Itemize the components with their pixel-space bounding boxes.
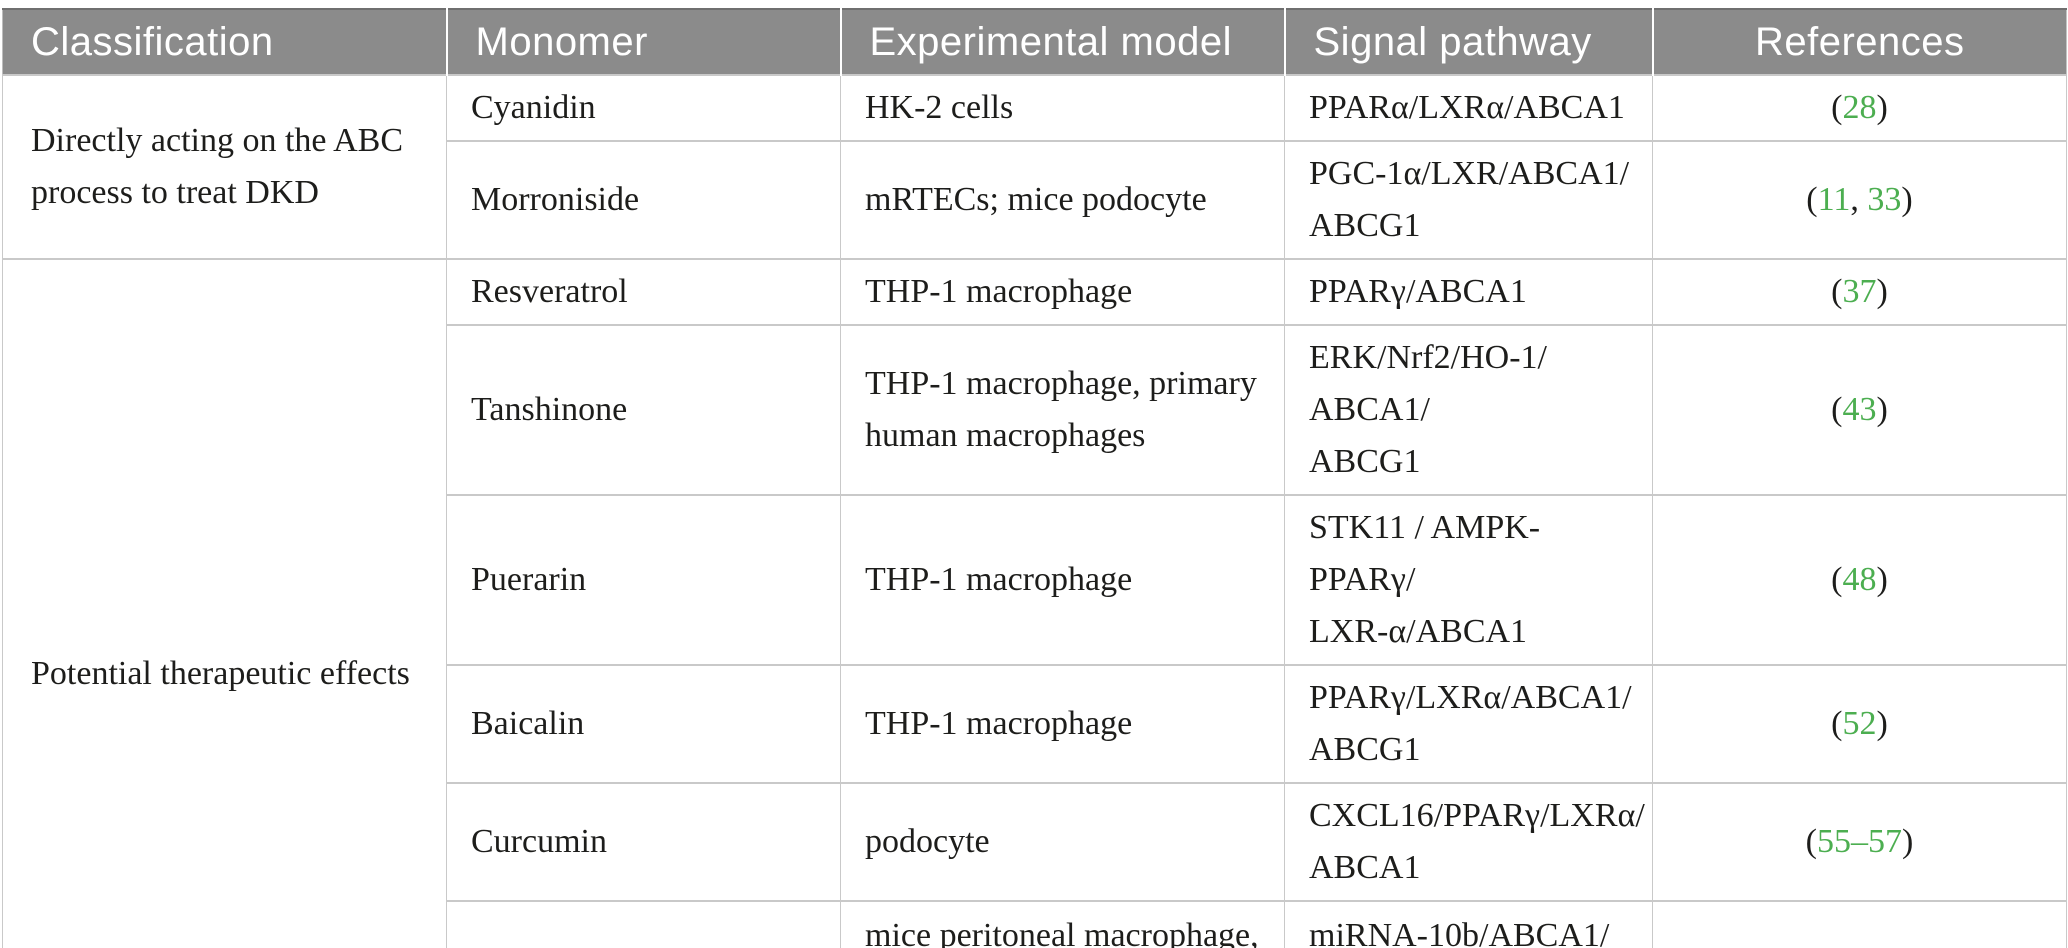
model-cell: THP-1 macrophage [840,664,1285,784]
reference-cell: (55–57) [1652,782,2067,902]
col-header-signal-pathway: Signal pathway [1284,8,1654,76]
pathway-cell: PPARα/LXRα/ABCA1 [1284,74,1653,142]
reference-text: ) [1876,89,1888,126]
table-body: Directly acting on the ABC process to tr… [2,74,2067,948]
col-header-experimental-model: Experimental model [840,8,1286,76]
pathway-cell: PPARγ/ABCA1 [1284,258,1653,326]
reference-link[interactable]: 61 [1868,943,1902,948]
reference-link[interactable]: 11 [1817,181,1851,218]
reference-link[interactable]: 33 [1867,181,1902,218]
classification-cell: Directly acting on the ABC process to tr… [2,74,447,260]
model-cell: mRTECs; mice podocyte [840,140,1285,260]
table-row: Directly acting on the ABC process to tr… [2,74,2067,260]
model-cell: THP-1 macrophage [840,258,1285,326]
reference-text: , [1851,943,1868,948]
reference-text: ( [1831,561,1843,598]
monomer-cell: Cyanidin [446,74,841,142]
table-row: Morroniside mRTECs; mice podocyte PGC-1α/L… [3,140,2067,260]
reference-text: ( [1806,181,1818,218]
pathway-cell: ERK/Nrf2/HO-1/ ABCA1/ ABCG1 [1284,324,1653,496]
model-cell: THP-1 macrophage, primary human macropha… [840,324,1285,496]
model-cell: podocyte [840,782,1285,902]
model-cell: THP-1 macrophage [840,494,1285,666]
model-cell: HK-2 cells [840,74,1285,142]
reference-cell: (11, 33) [1652,140,2067,260]
model-cell: mice peritoneal macrophage, THP-1 macrop… [840,900,1285,948]
reference-link[interactable]: 28 [1842,89,1877,126]
monomer-cell: Morroniside [446,140,841,260]
reference-text: ( [1831,705,1843,742]
pathway-cell: miRNA-10b/ABCA1/ ABCG1 [1284,900,1653,948]
pathway-cell: PGC-1α/LXR/ABCA1/ ABCG1 [1284,140,1653,260]
table-row: Baicalin THP-1 macrophage PPARγ/LXRα/ABCA1… [3,664,2067,784]
reference-text: ) [1876,561,1888,598]
reference-link[interactable]: 43 [1842,391,1877,428]
monomer-cell: Tanshinone [446,324,841,496]
classification-cell: Potential therapeutic effects [2,258,447,948]
reference-cell: (37) [1652,258,2067,326]
reference-text: , [1850,181,1868,218]
col-header-monomer: Monomer [446,8,842,76]
reference-link[interactable]: 60 [1817,943,1851,948]
monomer-cell: Resveratrol [446,258,841,326]
pathway-cell: CXCL16/PPARγ/LXRα/ ABCA1 [1284,782,1653,902]
monomer-cell: Puerarin [446,494,841,666]
col-header-classification: Classification [2,8,448,76]
pathway-cell: STK11 / AMPK-PPARγ/ LXR-α/ABCA1 [1284,494,1653,666]
reference-link[interactable]: 37 [1842,273,1877,310]
table-row: Curcumin podocyte CXCL16/PPARγ/LXRα/ ABCA1… [3,782,2067,902]
reference-text: ( [1805,823,1817,860]
reference-link[interactable]: 48 [1842,561,1877,598]
monomer-cell: Protocatechuic acid [446,900,841,948]
reference-cell: (28) [1652,74,2067,142]
reference-text: ( [1831,89,1843,126]
table-row: Tanshinone THP-1 macrophage, primary huma… [3,324,2067,496]
col-header-references: References [1652,8,2067,76]
reference-cell: (43) [1652,324,2067,496]
reference-cell: (48) [1652,494,2067,666]
pathway-cell: PPARγ/LXRα/ABCA1/ ABCG1 [1284,664,1653,784]
reference-text: ) [1902,823,1914,860]
reference-cell: (52) [1652,664,2067,784]
monomer-cell: Baicalin [446,664,841,784]
reference-text: ) [1876,391,1888,428]
reference-text: ( [1831,391,1843,428]
reference-text: ( [1831,273,1843,310]
reference-text: ) [1901,181,1913,218]
reference-text: ) [1876,705,1888,742]
reference-text: ) [1902,943,1913,948]
reference-link[interactable]: 55–57 [1817,823,1902,860]
reference-text: ) [1876,273,1888,310]
monomer-cell: Curcumin [446,782,841,902]
reference-cell: (60, 61) [1652,900,2067,948]
data-table: Classification Monomer Experimental mode… [2,8,2067,948]
reference-text: ( [1806,943,1817,948]
table-row: Potential therapeutic effects Resveratrol… [2,258,2067,948]
table-row: Puerarin THP-1 macrophage STK11 / AMPK-PPA… [3,494,2067,666]
header-row: Classification Monomer Experimental mode… [2,8,2067,76]
table-row: Protocatechuic acidmice peritoneal macro… [3,900,2067,948]
reference-link[interactable]: 52 [1842,705,1877,742]
